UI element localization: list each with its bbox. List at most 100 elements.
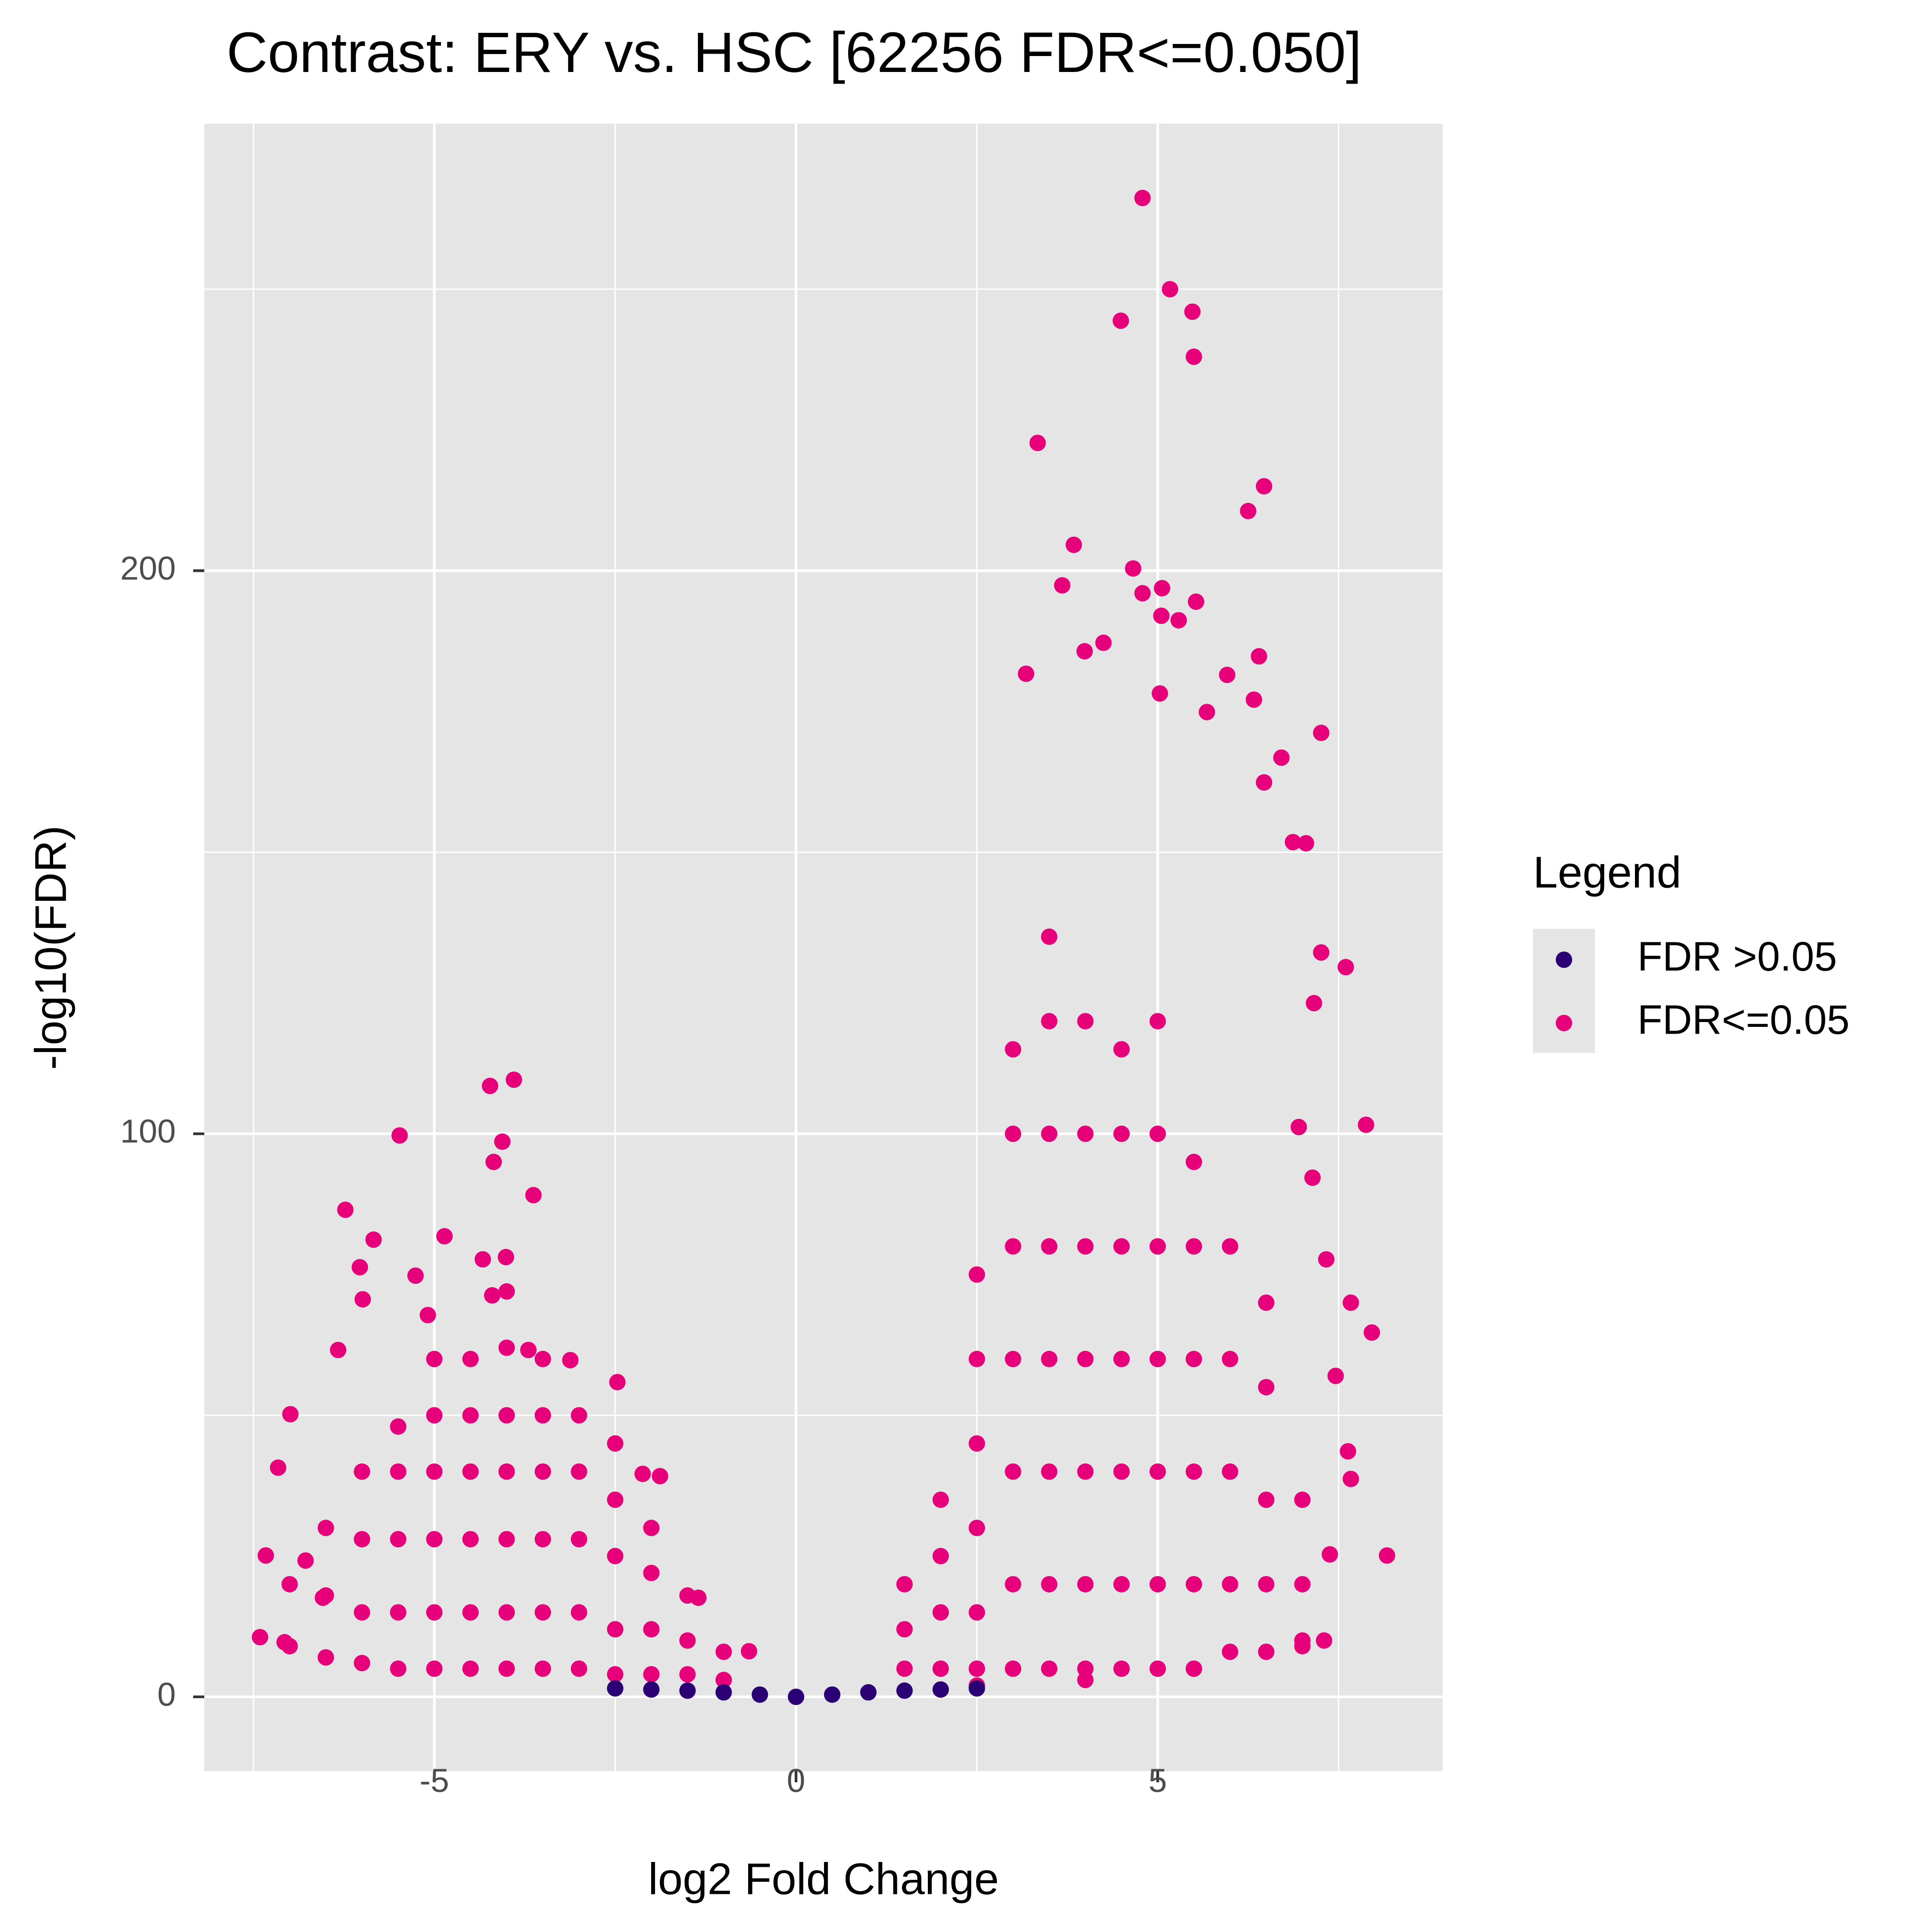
data-point xyxy=(1113,1576,1130,1592)
data-point xyxy=(968,1350,985,1367)
data-point xyxy=(534,1531,551,1548)
data-point xyxy=(426,1531,443,1548)
data-point xyxy=(407,1267,424,1284)
data-point xyxy=(1149,1125,1166,1142)
data-point xyxy=(498,1531,515,1548)
data-point xyxy=(1041,1576,1058,1592)
data-point xyxy=(1258,1643,1275,1660)
data-point xyxy=(740,1643,757,1660)
data-point xyxy=(1041,1350,1058,1367)
data-point xyxy=(1005,1350,1022,1367)
data-point xyxy=(643,1564,660,1581)
data-point xyxy=(609,1374,626,1391)
data-point xyxy=(426,1463,443,1480)
data-point xyxy=(1112,313,1129,329)
data-point xyxy=(562,1351,579,1368)
data-point xyxy=(1327,1367,1344,1384)
data-point xyxy=(1273,749,1290,766)
data-point xyxy=(824,1686,840,1703)
data-point xyxy=(1077,1660,1094,1677)
data-point xyxy=(1113,1125,1130,1142)
data-point xyxy=(317,1649,334,1666)
data-point xyxy=(1113,1463,1130,1480)
data-point xyxy=(494,1133,511,1150)
data-point xyxy=(1378,1547,1395,1564)
data-point xyxy=(1246,691,1263,708)
data-point xyxy=(1250,648,1267,665)
legend-label: FDR >0.05 xyxy=(1637,934,1837,980)
data-point xyxy=(1240,503,1257,520)
data-point xyxy=(1005,1238,1022,1255)
y-tick-label: 0 xyxy=(157,1676,176,1713)
data-point xyxy=(1294,1576,1311,1592)
data-point xyxy=(1342,1470,1359,1487)
data-point xyxy=(462,1350,479,1367)
data-point xyxy=(391,1127,408,1144)
data-point xyxy=(896,1660,913,1677)
data-point xyxy=(252,1629,269,1646)
legend-key xyxy=(1556,952,1572,968)
data-point xyxy=(607,1435,624,1452)
data-point xyxy=(462,1463,479,1480)
data-point xyxy=(351,1259,368,1276)
data-point xyxy=(462,1531,479,1548)
data-point xyxy=(1153,607,1170,624)
data-point xyxy=(1005,1660,1022,1677)
data-point xyxy=(1113,1238,1130,1255)
data-point xyxy=(860,1684,877,1701)
data-point xyxy=(534,1350,551,1367)
data-point xyxy=(317,1587,334,1604)
data-point xyxy=(643,1621,660,1638)
data-point xyxy=(1222,1238,1238,1255)
data-point xyxy=(788,1689,805,1705)
data-point xyxy=(1306,994,1322,1011)
y-axis-title: -log10(FDR) xyxy=(26,825,75,1070)
data-point xyxy=(607,1680,624,1697)
points xyxy=(252,189,1395,1705)
data-point xyxy=(390,1418,407,1435)
x-axis-title: log2 Fold Change xyxy=(648,1854,999,1904)
data-point xyxy=(534,1463,551,1480)
data-point xyxy=(462,1660,479,1677)
data-point xyxy=(1054,577,1071,594)
legend-key xyxy=(1556,1015,1572,1031)
data-point xyxy=(643,1681,660,1698)
data-point xyxy=(1256,478,1273,495)
data-point xyxy=(1258,1378,1275,1395)
data-point xyxy=(1198,704,1215,721)
data-point xyxy=(968,1435,985,1452)
data-point xyxy=(1316,1632,1333,1649)
data-point xyxy=(1005,1576,1022,1592)
data-point xyxy=(752,1686,768,1703)
data-point xyxy=(1077,1463,1094,1480)
data-point xyxy=(1113,1660,1130,1677)
data-point xyxy=(462,1407,479,1424)
data-point xyxy=(1222,1463,1238,1480)
data-point xyxy=(1304,1169,1321,1186)
data-point xyxy=(1149,1350,1166,1367)
data-point xyxy=(1162,281,1179,298)
data-point xyxy=(932,1548,949,1564)
data-point xyxy=(1185,1576,1202,1592)
data-point xyxy=(1313,724,1330,741)
data-point xyxy=(1188,593,1205,610)
data-point xyxy=(534,1407,551,1424)
data-point xyxy=(1077,1576,1094,1592)
data-point xyxy=(282,1406,299,1422)
data-point xyxy=(968,1604,985,1621)
data-point xyxy=(485,1153,502,1170)
data-point xyxy=(1342,1294,1359,1311)
data-point xyxy=(570,1660,587,1677)
data-point xyxy=(426,1350,443,1367)
data-point xyxy=(1149,1576,1166,1592)
data-point xyxy=(1134,189,1151,206)
data-point xyxy=(498,1660,515,1677)
data-point xyxy=(337,1201,354,1218)
data-point xyxy=(1041,1125,1058,1142)
legend-label: FDR<=0.05 xyxy=(1637,997,1849,1043)
data-point xyxy=(1222,1350,1238,1367)
data-point xyxy=(474,1251,491,1268)
data-point xyxy=(932,1604,949,1621)
data-point xyxy=(1364,1324,1380,1341)
